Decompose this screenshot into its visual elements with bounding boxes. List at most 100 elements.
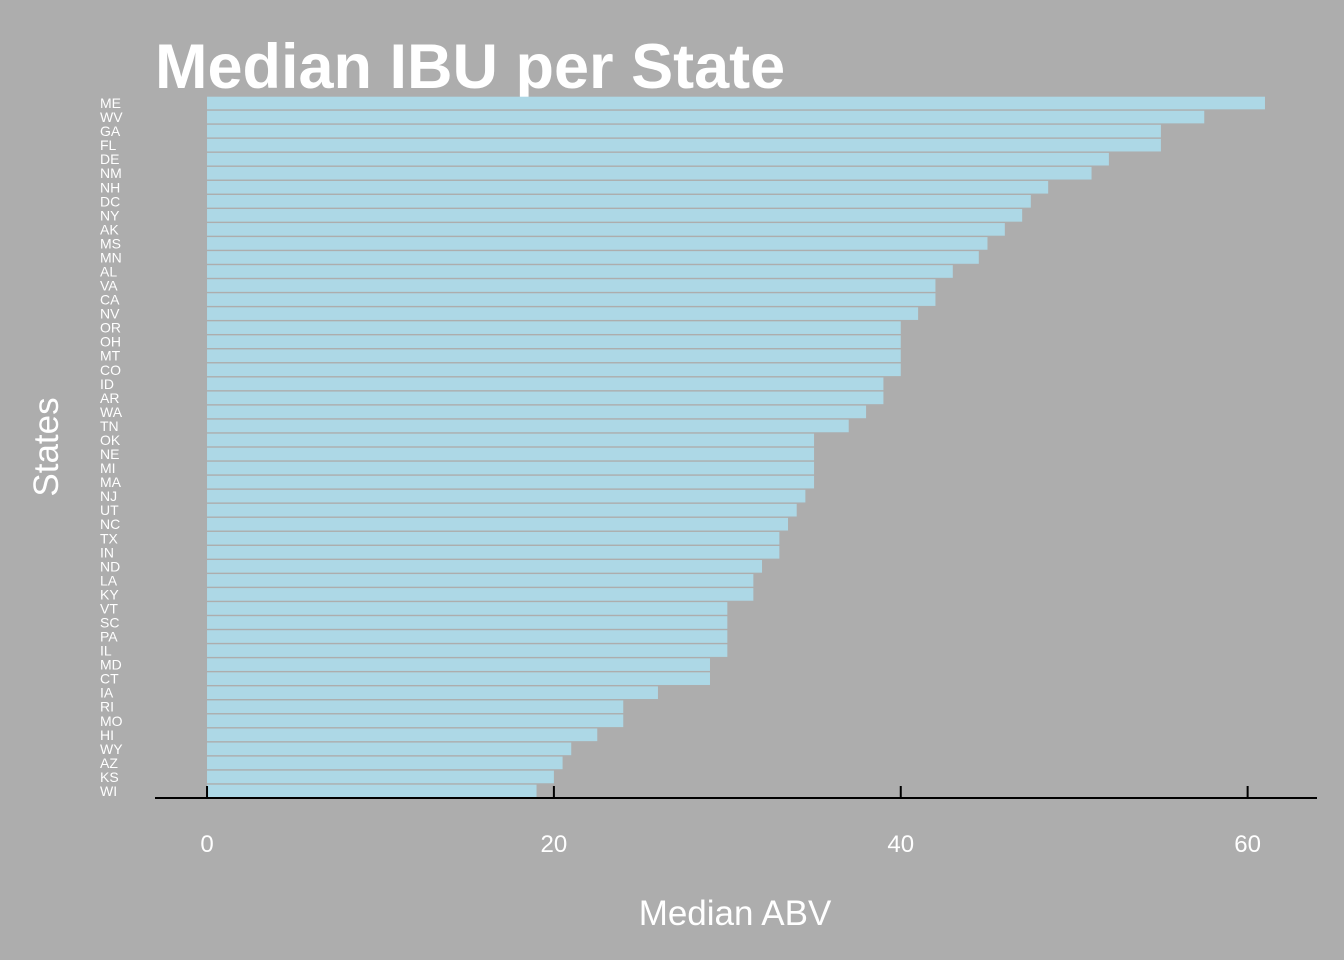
- bar-sc: [207, 616, 728, 629]
- bar-nc: [207, 517, 789, 531]
- bar-la: [207, 574, 754, 587]
- state-label: NM: [100, 165, 122, 181]
- state-label: NV: [100, 306, 120, 322]
- state-label: WY: [100, 741, 123, 757]
- state-label: PA: [100, 629, 118, 645]
- state-label: NE: [100, 446, 119, 462]
- state-label: HI: [100, 727, 114, 743]
- bar-md: [207, 658, 710, 671]
- x-ticks-group: 0 20 40 60: [200, 786, 1261, 858]
- bar-ms: [207, 237, 988, 250]
- bar-mi: [207, 461, 815, 475]
- bar-ia: [207, 686, 658, 700]
- bar-de: [207, 152, 1109, 166]
- bar-wy: [207, 742, 572, 756]
- state-label: AZ: [100, 755, 118, 771]
- x-tick-label: 40: [887, 831, 914, 858]
- state-label: IL: [100, 643, 112, 659]
- state-label: NH: [100, 179, 120, 195]
- bar-nh: [207, 180, 1049, 194]
- bar-az: [207, 756, 563, 770]
- state-label: LA: [100, 572, 118, 588]
- x-tick-label: 0: [200, 831, 213, 858]
- state-label: VT: [100, 600, 118, 616]
- state-label: KY: [100, 586, 119, 602]
- bar-ks: [207, 770, 554, 784]
- bar-co: [207, 363, 901, 377]
- state-label: AK: [100, 221, 119, 237]
- state-label: RI: [100, 699, 114, 715]
- state-label: DC: [100, 193, 120, 209]
- bar-dc: [207, 194, 1031, 208]
- state-label: TN: [100, 418, 119, 434]
- state-label: NJ: [100, 488, 117, 504]
- bar-wa: [207, 405, 867, 419]
- bar-ok: [207, 433, 815, 447]
- bar-nd: [207, 560, 763, 573]
- state-label: CA: [100, 292, 120, 308]
- bar-oh: [207, 335, 901, 349]
- bar-ny: [207, 209, 1023, 222]
- x-axis-title: Median ABV: [639, 894, 832, 933]
- bar-ky: [207, 588, 754, 601]
- bars-group: [207, 96, 1265, 798]
- state-label: ID: [100, 376, 114, 392]
- state-label: AR: [100, 390, 119, 406]
- state-label: SC: [100, 615, 119, 631]
- y-axis-title: States: [27, 397, 66, 496]
- state-label: GA: [100, 123, 121, 139]
- bar-mo: [207, 714, 624, 728]
- bar-tn: [207, 419, 849, 433]
- state-label: MI: [100, 460, 116, 476]
- state-label: IN: [100, 544, 114, 560]
- bar-pa: [207, 630, 728, 643]
- state-label: WA: [100, 404, 123, 420]
- bar-ri: [207, 700, 624, 714]
- state-label: MT: [100, 348, 121, 364]
- bar-tx: [207, 531, 780, 545]
- bar-ca: [207, 293, 936, 306]
- bar-me: [207, 96, 1265, 110]
- bar-vt: [207, 602, 728, 615]
- state-label: OR: [100, 320, 121, 336]
- x-tick-label: 20: [541, 831, 568, 858]
- bar-ct: [207, 672, 710, 685]
- bar-ne: [207, 447, 815, 461]
- bar-al: [207, 265, 953, 278]
- bar-ma: [207, 475, 815, 489]
- bar-ut: [207, 503, 797, 517]
- state-label: MO: [100, 713, 123, 729]
- bar-nj: [207, 489, 806, 503]
- state-label: FL: [100, 137, 117, 153]
- bar-ar: [207, 391, 884, 405]
- state-label: NY: [100, 207, 120, 223]
- state-label: NC: [100, 516, 120, 532]
- state-label: WV: [100, 109, 123, 125]
- bar-id: [207, 377, 884, 391]
- state-label: IA: [100, 685, 114, 701]
- bar-va: [207, 279, 936, 292]
- state-label: OH: [100, 334, 121, 350]
- bar-wi: [207, 784, 537, 798]
- bar-wv: [207, 110, 1205, 124]
- x-tick-label: 60: [1234, 831, 1261, 858]
- bar-ga: [207, 124, 1161, 138]
- state-label: MS: [100, 235, 121, 251]
- bar-il: [207, 644, 728, 657]
- state-label: ND: [100, 558, 120, 574]
- chart-title: Median IBU per State: [155, 32, 785, 102]
- bar-mn: [207, 251, 979, 264]
- state-label: OK: [100, 432, 121, 448]
- bar-ak: [207, 223, 1005, 236]
- state-label: TX: [100, 530, 119, 546]
- bar-fl: [207, 138, 1161, 152]
- bar-hi: [207, 728, 598, 742]
- state-label: ME: [100, 95, 121, 111]
- state-label: CT: [100, 671, 119, 687]
- state-label: AL: [100, 264, 117, 280]
- state-label: MN: [100, 249, 122, 265]
- bar-nv: [207, 307, 919, 320]
- state-label: VA: [100, 278, 118, 294]
- bar-nm: [207, 166, 1092, 180]
